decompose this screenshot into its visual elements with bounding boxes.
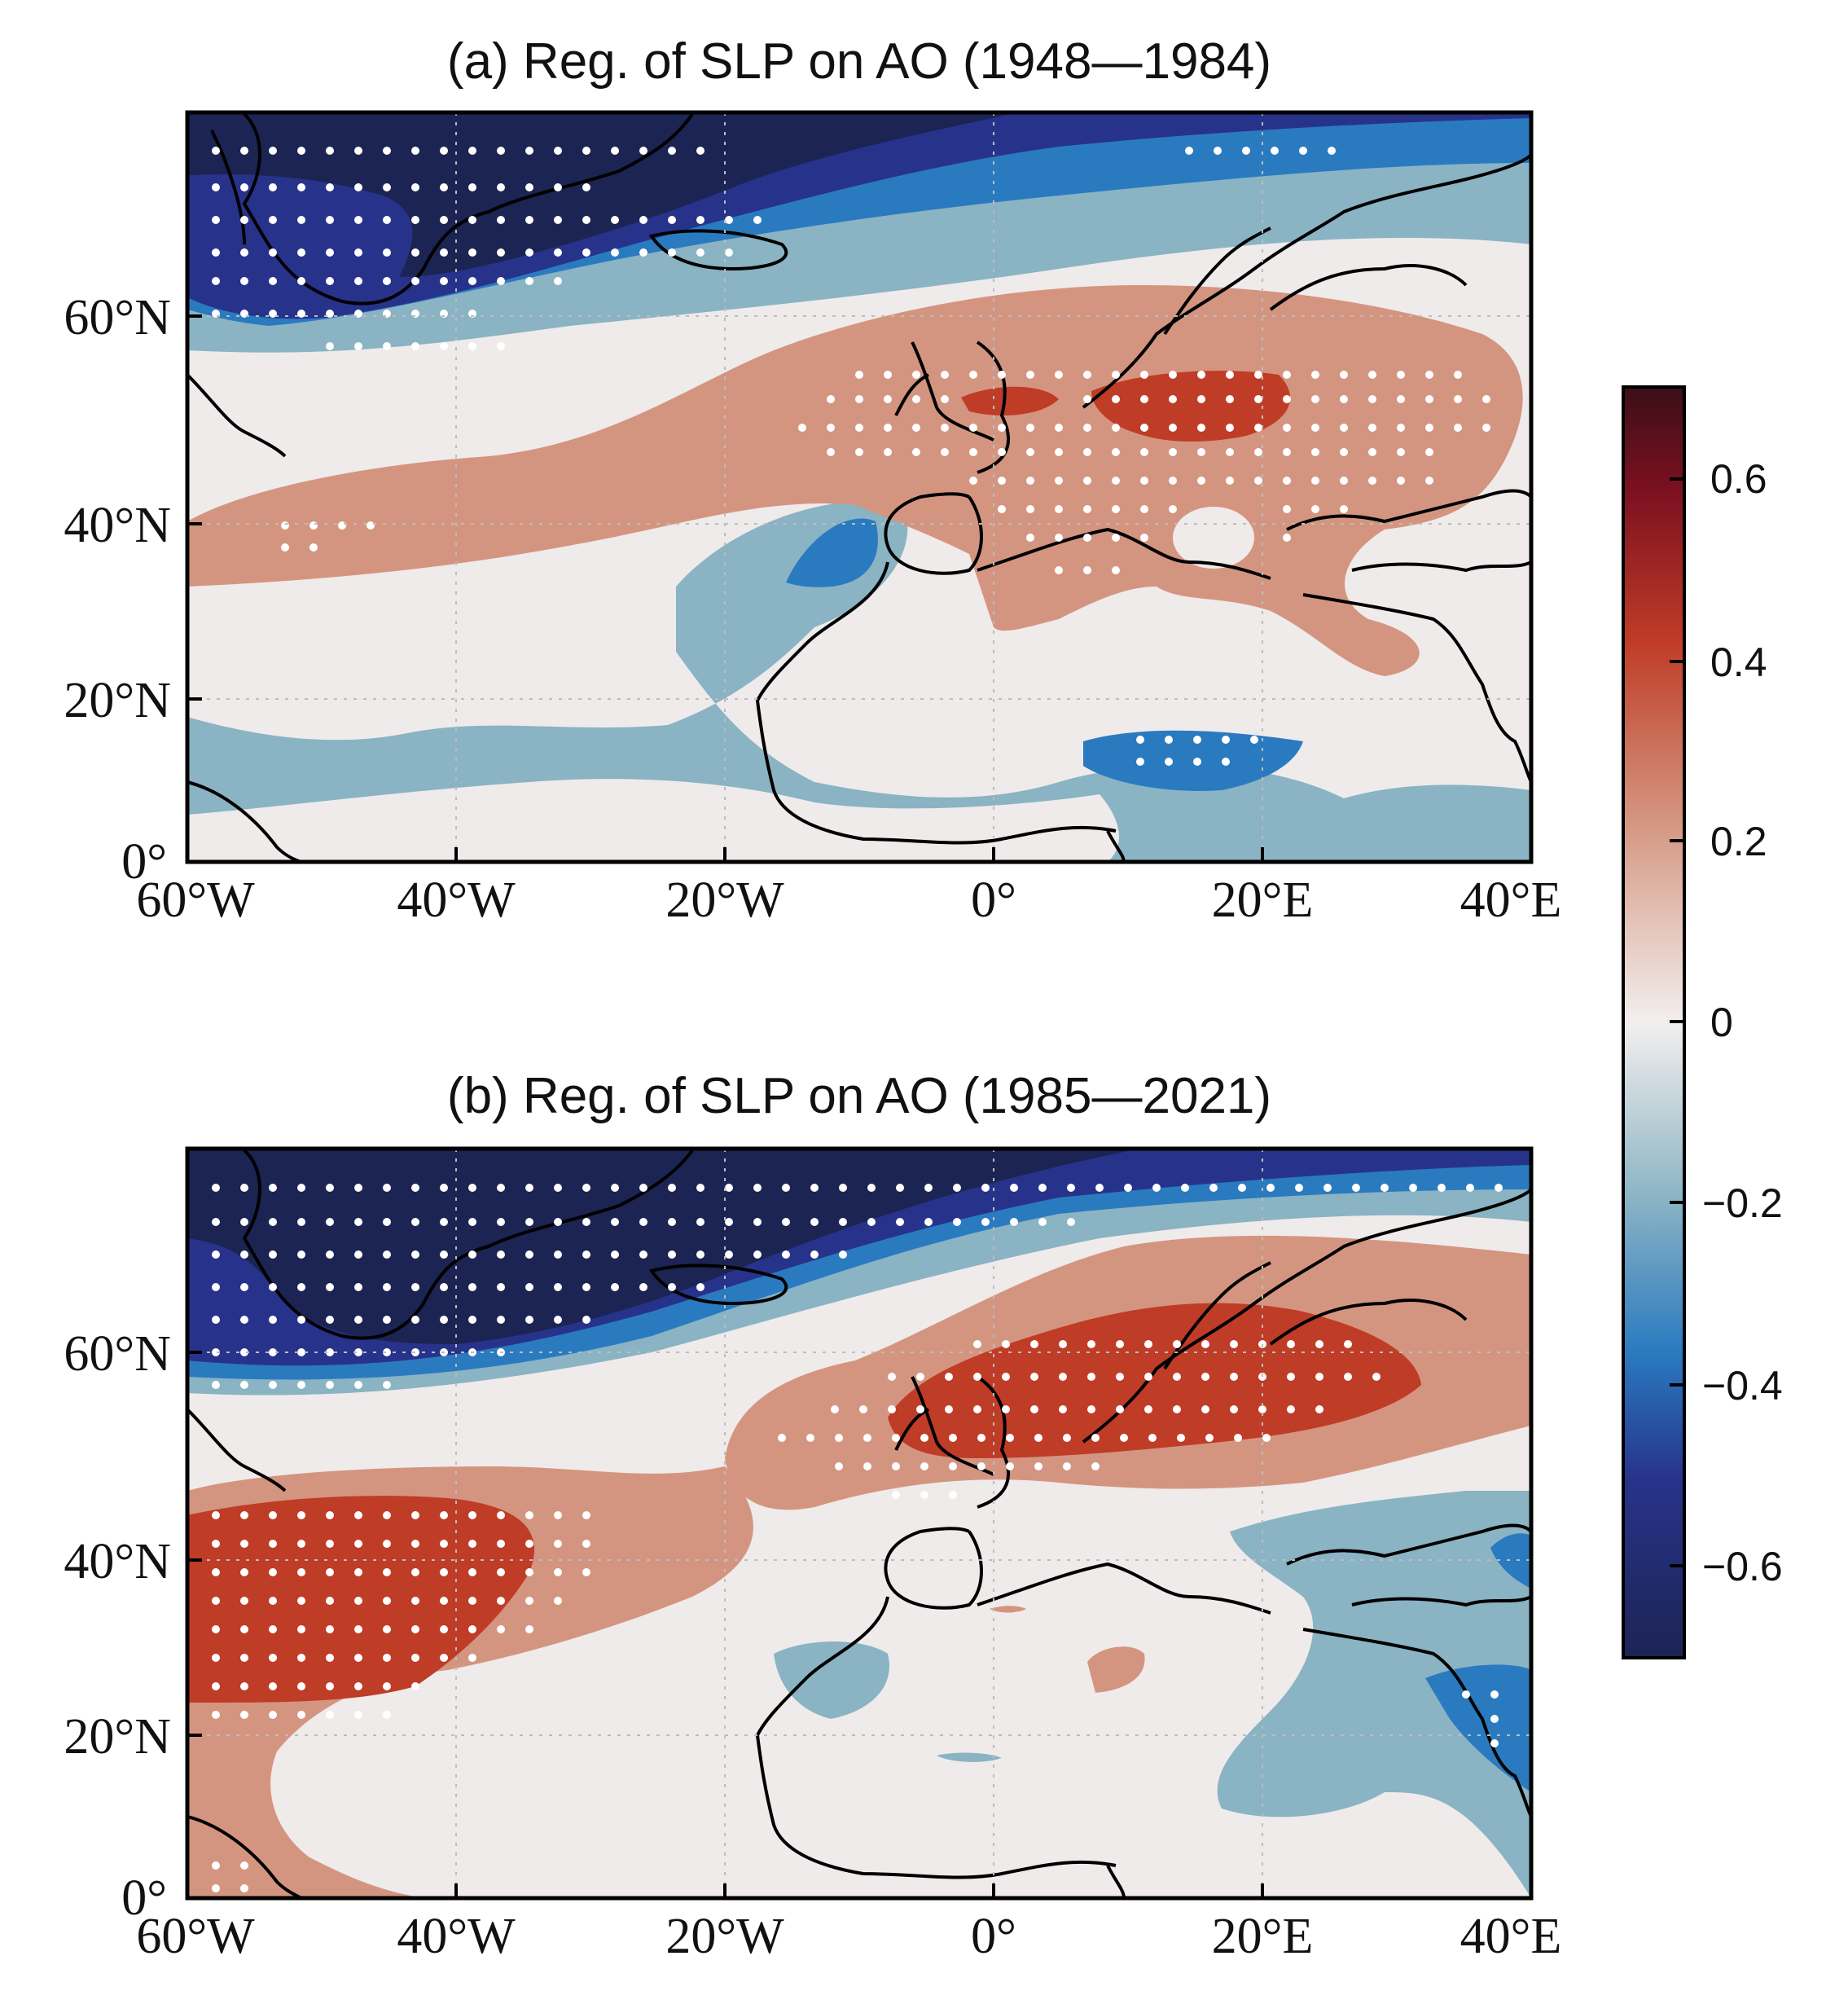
panel-b-lon-labels: 60°W 40°W 20°W 0° 20°E 40°E <box>136 1909 1561 1964</box>
lon-label: 40°E <box>1460 872 1562 928</box>
panel-a-neutral-italy <box>1173 507 1254 569</box>
panel-b-map <box>187 1149 1531 1898</box>
lon-label: 20°E <box>1212 1909 1314 1964</box>
lon-label: 20°W <box>665 872 784 928</box>
panel-a-map <box>187 112 1531 862</box>
panel-b-ticks <box>187 1351 1264 1898</box>
lat-label: 40°N <box>64 498 171 553</box>
panel-a-dots-sahel <box>1136 736 1258 766</box>
lat-label: 60°N <box>64 1326 171 1382</box>
colorbar-label: 0.4 <box>1710 639 1767 685</box>
lon-label: 40°W <box>397 872 516 928</box>
colorbar-label: 0.2 <box>1710 819 1767 864</box>
panel-b-dots-atlantic <box>212 1511 590 1892</box>
lon-label: 20°E <box>1212 872 1314 928</box>
colorbar-label: 0.6 <box>1710 456 1767 502</box>
panel-a-coastlines <box>187 112 1531 862</box>
panel-b-blue-redsea <box>1425 1664 1531 1792</box>
panel-b-gridlines <box>187 1149 1531 1898</box>
lon-label: 0° <box>971 872 1016 928</box>
colorbar-ticks <box>1670 477 1684 1567</box>
panel-b-title: (b) Reg. of SLP on AO (1985—2021) <box>446 1068 1272 1124</box>
lat-label: 20°N <box>64 673 171 728</box>
panel-a-lat-labels: 0° 20°N 40°N 60°N <box>64 290 171 890</box>
panel-b-weak-negative-small <box>937 1752 1002 1762</box>
panel-b-weak-negative-morocco <box>774 1642 889 1719</box>
lon-label: 0° <box>971 1909 1016 1964</box>
panel-b-dots-redsea <box>1462 1690 1499 1747</box>
panel-a-frame <box>185 110 1534 864</box>
panel-b-blue-east <box>1490 1533 1531 1589</box>
colorbar-label: −0.2 <box>1702 1180 1783 1226</box>
lon-label: 60°W <box>136 872 255 928</box>
colorbar-label: −0.6 <box>1702 1544 1783 1589</box>
panel-b-pos-patch-med <box>990 1606 1026 1613</box>
panel-a-navy-north <box>187 112 1018 277</box>
lon-label: 20°W <box>665 1909 784 1964</box>
panel-b-lat-labels: 0° 20°N 40°N 60°N <box>64 1326 171 1926</box>
panel-a-gridlines <box>187 112 1531 862</box>
lat-label: 0° <box>121 834 167 890</box>
panel-a-significance-dots <box>212 147 1490 766</box>
lat-label: 0° <box>121 1870 167 1926</box>
colorbar-labels: 0.6 0.4 0.2 0 −0.2 −0.4 −0.6 <box>1702 456 1783 1589</box>
panel-a-blue-sahel <box>1083 730 1303 791</box>
lat-label: 20°N <box>64 1709 171 1765</box>
lon-label: 40°E <box>1460 1909 1562 1964</box>
panel-b-dots-north <box>212 1184 1503 1389</box>
panel-b-significance-dots <box>212 1184 1503 1892</box>
panel-a-lon-labels: 60°W 40°W 20°W 0° 20°E 40°E <box>136 872 1561 928</box>
panel-b-dots-europe <box>778 1340 1381 1499</box>
panel-a-dots-europe <box>798 371 1490 574</box>
panel-b-weak-negative-east <box>1217 1491 1531 1898</box>
lon-label: 60°W <box>136 1909 255 1964</box>
lon-label: 40°W <box>397 1909 516 1964</box>
lat-label: 40°N <box>64 1534 171 1589</box>
colorbar-label: 0 <box>1710 1000 1733 1045</box>
panel-a-strong-positive-europe <box>1091 371 1291 442</box>
panel-b-pos-patch-sahara <box>1087 1646 1145 1693</box>
panel-a-dots-north <box>212 147 1336 350</box>
panel-b-navy-north <box>187 1149 1140 1344</box>
colorbar-label: −0.4 <box>1702 1363 1783 1409</box>
panel-a-ticks <box>187 314 1264 862</box>
panel-a-strong-positive-uk <box>961 386 1059 415</box>
lat-label: 60°N <box>64 290 171 345</box>
panel-b-frame <box>185 1146 1534 1901</box>
panel-a-blue-iberia <box>786 518 878 587</box>
panel-a-title: (a) Reg. of SLP on AO (1948—1984) <box>446 33 1272 90</box>
colorbar: 0.6 0.4 0.2 0 −0.2 −0.4 −0.6 <box>1622 385 1783 1659</box>
